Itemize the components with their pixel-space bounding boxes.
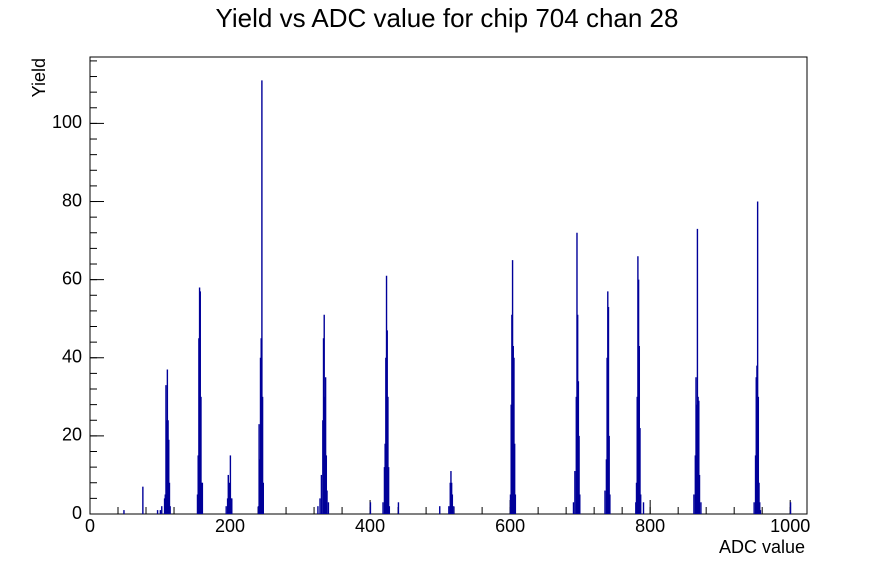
y-tick-label: 60 xyxy=(62,268,82,288)
x-axis-label: ADC value xyxy=(719,537,805,557)
x-tick-label: 400 xyxy=(355,516,385,536)
y-tick-label: 20 xyxy=(62,425,82,445)
x-tick-label: 200 xyxy=(215,516,245,536)
x-tick-label: 600 xyxy=(495,516,525,536)
x-tick-label: 0 xyxy=(85,516,95,536)
x-tick-label: 800 xyxy=(635,516,665,536)
y-tick-label: 80 xyxy=(62,190,82,210)
chart-title: Yield vs ADC value for chip 704 chan 28 xyxy=(216,3,679,33)
x-tick-label: 1000 xyxy=(770,516,810,536)
y-tick-label: 40 xyxy=(62,347,82,367)
y-tick-label: 0 xyxy=(72,503,82,523)
y-tick-label: 100 xyxy=(52,112,82,132)
y-axis-label: Yield xyxy=(29,58,49,97)
